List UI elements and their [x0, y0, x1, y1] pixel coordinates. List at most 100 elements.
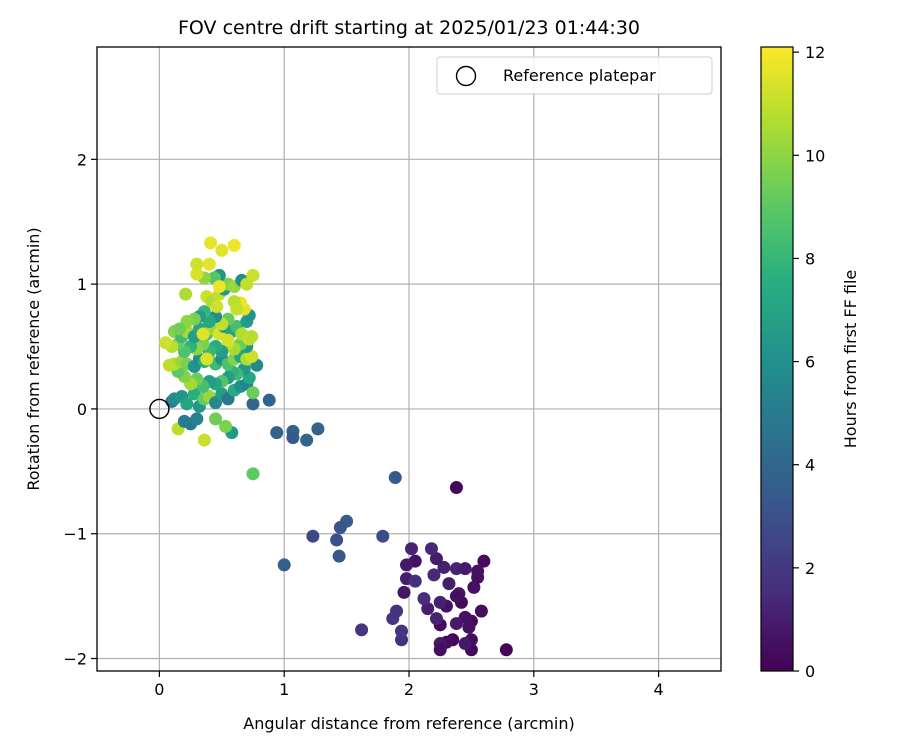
legend: Reference platepar [436, 56, 713, 95]
data-point [162, 358, 176, 372]
data-point [197, 433, 211, 447]
data-point [395, 624, 409, 638]
y-tick-label: −1 [63, 525, 87, 544]
data-point [404, 542, 418, 556]
legend-reference-marker [455, 65, 477, 87]
legend-label-reference: Reference platepar [503, 66, 656, 85]
data-point [246, 386, 260, 400]
data-point [300, 433, 314, 447]
data-point [204, 236, 218, 250]
data-point [190, 412, 204, 426]
colorbar-gradient [761, 47, 793, 671]
data-point [245, 350, 259, 364]
data-point [427, 568, 441, 582]
x-tick-label: 1 [279, 680, 289, 699]
data-point [330, 533, 344, 547]
data-point [202, 257, 216, 271]
data-point [437, 560, 451, 574]
data-point [172, 322, 186, 336]
data-point [424, 542, 438, 556]
x-axis-label: Angular distance from reference (arcmin) [243, 714, 574, 733]
colorbar-frame [760, 46, 794, 672]
data-point [462, 620, 476, 634]
y-tick-label: 0 [77, 400, 87, 419]
data-point [246, 467, 260, 481]
y-tick-label: 1 [77, 275, 87, 294]
data-point [212, 280, 226, 294]
data-point [458, 637, 472, 651]
data-point [433, 643, 447, 657]
data-point [477, 554, 491, 568]
data-point [458, 562, 472, 576]
colorbar-tick-label: 2 [805, 559, 815, 578]
data-point [429, 612, 443, 626]
y-axis-ticks: −2 −1 0 1 2 [63, 150, 97, 669]
data-point [499, 643, 513, 657]
colorbar: 0 2 4 6 8 10 12 Hours from first FF file [760, 43, 860, 681]
colorbar-label: Hours from first FF file [841, 270, 860, 449]
data-point [227, 238, 241, 252]
data-point [471, 564, 485, 578]
data-point [219, 419, 233, 433]
x-axis-ticks: 0 1 2 3 4 [154, 671, 664, 699]
data-point [246, 397, 260, 411]
data-point [306, 529, 320, 543]
data-point [246, 268, 260, 282]
data-point [386, 612, 400, 626]
data-points [149, 236, 513, 657]
data-point [429, 552, 443, 566]
grid-lines [97, 47, 721, 671]
data-point [442, 577, 456, 591]
x-tick-label: 3 [529, 680, 539, 699]
data-point [311, 422, 325, 436]
colorbar-ticks: 0 2 4 6 8 10 12 [793, 43, 825, 681]
chart-title: FOV centre drift starting at 2025/01/23 … [178, 17, 640, 39]
data-point [449, 481, 463, 495]
data-point [209, 412, 223, 426]
data-point [474, 604, 488, 618]
data-point [187, 387, 201, 401]
data-point [286, 431, 300, 445]
y-tick-label: 2 [77, 150, 87, 169]
colorbar-tick-label: 10 [805, 146, 825, 165]
data-point [270, 426, 284, 440]
data-point [180, 397, 194, 411]
data-point [355, 623, 369, 637]
x-tick-label: 0 [154, 680, 164, 699]
data-point [159, 336, 173, 350]
data-point [196, 327, 210, 341]
colorbar-tick-label: 6 [805, 353, 815, 372]
data-point [388, 471, 402, 485]
data-point [467, 580, 481, 594]
data-point [417, 592, 431, 606]
data-point [190, 257, 204, 271]
data-point [190, 267, 204, 281]
data-point [333, 520, 347, 534]
y-tick-label: −2 [63, 650, 87, 669]
data-point [400, 558, 414, 572]
reference-point-marker [149, 398, 170, 420]
colorbar-tick-label: 8 [805, 249, 815, 268]
y-axis-label: Rotation from reference (arcmin) [24, 227, 43, 490]
data-point [179, 287, 193, 301]
data-point [215, 243, 229, 257]
data-point [221, 333, 235, 347]
data-point [332, 549, 346, 563]
colorbar-tick-label: 12 [805, 43, 825, 62]
legend-box [436, 56, 713, 95]
colorbar-tick-label: 4 [805, 456, 815, 475]
data-point [200, 352, 214, 366]
x-tick-label: 4 [654, 680, 664, 699]
data-point [421, 602, 435, 616]
x-tick-label: 2 [404, 680, 414, 699]
data-point [449, 589, 463, 603]
data-point [376, 529, 390, 543]
data-point [210, 300, 224, 314]
data-point [433, 595, 447, 609]
data-point [245, 330, 259, 344]
data-point [449, 617, 463, 631]
data-point [202, 315, 216, 329]
colorbar-tick-label: 0 [805, 662, 815, 681]
data-point [397, 585, 411, 599]
